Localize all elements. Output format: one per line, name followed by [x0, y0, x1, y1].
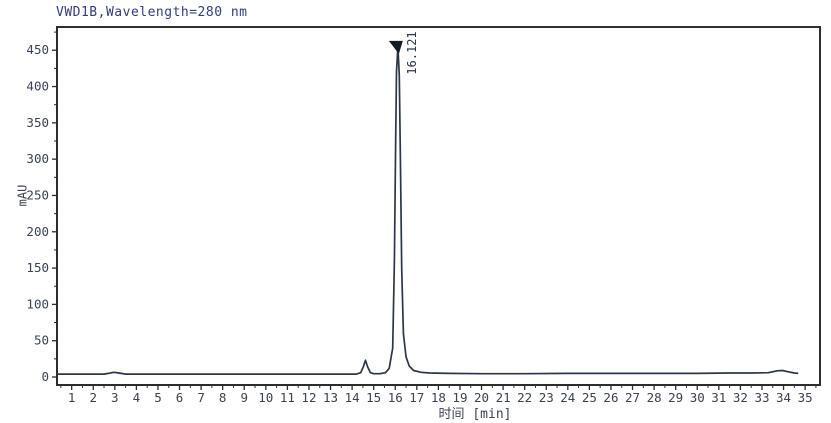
- x-tick-label: 17: [409, 390, 424, 405]
- x-tick-label: 4: [133, 390, 141, 405]
- x-tick-label: 29: [668, 390, 683, 405]
- x-tick-label: 14: [345, 390, 360, 405]
- x-tick-label: 7: [197, 390, 205, 405]
- x-tick-label: 25: [582, 390, 597, 405]
- x-tick-label: 34: [776, 390, 791, 405]
- x-tick-label: 12: [301, 390, 316, 405]
- x-tick-label: 16: [388, 390, 403, 405]
- x-tick-label: 30: [690, 390, 705, 405]
- x-tick-label: 22: [517, 390, 532, 405]
- x-tick-label: 31: [711, 390, 726, 405]
- x-tick-label: 33: [754, 390, 769, 405]
- signal-trace: [57, 45, 799, 375]
- y-tick-label: 300: [26, 151, 49, 166]
- x-tick-label: 6: [176, 390, 184, 405]
- x-tick-label: 27: [625, 390, 640, 405]
- x-tick-label: 1: [68, 390, 76, 405]
- x-tick-label: 28: [647, 390, 662, 405]
- x-tick-label: 26: [603, 390, 618, 405]
- y-tick-label: 50: [34, 333, 49, 348]
- y-tick-label: 450: [26, 42, 49, 57]
- y-tick-label: 200: [26, 224, 49, 239]
- x-tick-label: 11: [280, 390, 295, 405]
- y-tick-label: 100: [26, 296, 49, 311]
- peak-retention-time-label: 16.121: [405, 31, 419, 75]
- x-tick-label: 9: [240, 390, 248, 405]
- x-tick-label: 18: [431, 390, 446, 405]
- y-tick-label: 150: [26, 260, 49, 275]
- x-tick-label: 35: [798, 390, 813, 405]
- x-tick-label: 21: [496, 390, 511, 405]
- x-tick-label: 3: [111, 390, 119, 405]
- peak-apex-marker-icon: [388, 40, 403, 54]
- x-tick-label: 8: [219, 390, 227, 405]
- x-axis-title: 时间 [min]: [438, 407, 512, 422]
- x-tick-label: 5: [154, 390, 162, 405]
- x-tick-label: 23: [539, 390, 554, 405]
- chart-title: VWD1B,Wavelength=280 nm: [56, 5, 248, 20]
- x-tick-label: 2: [89, 390, 97, 405]
- x-tick-label: 32: [733, 390, 748, 405]
- y-axis-title: mAU: [15, 184, 30, 207]
- y-tick-label: 250: [26, 187, 49, 202]
- x-tick-label: 10: [258, 390, 273, 405]
- x-tick-label: 15: [366, 390, 381, 405]
- x-tick-label: 20: [474, 390, 489, 405]
- x-tick-label: 19: [452, 390, 467, 405]
- plot-frame: [56, 26, 821, 386]
- y-tick-label: 0: [41, 369, 49, 384]
- x-tick-label: 13: [323, 390, 338, 405]
- x-tick-label: 24: [560, 390, 575, 405]
- y-tick-label: 400: [26, 79, 49, 94]
- y-tick-label: 350: [26, 115, 49, 130]
